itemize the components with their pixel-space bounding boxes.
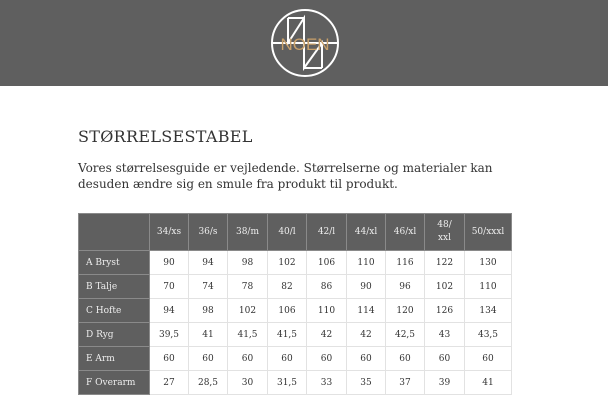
- table-cell: 41,5: [267, 322, 307, 347]
- table-cell: 60: [385, 346, 425, 371]
- table-cell: 106: [306, 250, 347, 275]
- column-header: 46/xl: [385, 213, 425, 251]
- table-cell: 39,5: [149, 322, 189, 347]
- table-cell: 110: [306, 298, 347, 323]
- table-cell: 27: [149, 370, 189, 395]
- table-cell: 96: [385, 274, 425, 299]
- row-label: A Bryst: [78, 250, 150, 275]
- table-cell: 42: [306, 322, 347, 347]
- table-cell: 86: [306, 274, 347, 299]
- table-cell: 116: [385, 250, 425, 275]
- table-cell: 41: [464, 370, 512, 395]
- table-row: C Hofte 94 98 102 106 110 114 120 126 134: [78, 298, 512, 323]
- table-cell: 106: [267, 298, 307, 323]
- table-cell: 43: [424, 322, 465, 347]
- table-cell: 126: [424, 298, 465, 323]
- table-cell: 94: [188, 250, 228, 275]
- row-label: F Overarm: [78, 370, 150, 395]
- noen-logo[interactable]: NOEN: [268, 6, 342, 80]
- table-cell: 37: [385, 370, 425, 395]
- table-cell: 42: [346, 322, 386, 347]
- table-cell: 28,5: [188, 370, 228, 395]
- table-cell: 41: [188, 322, 228, 347]
- column-header: 50/xxxl: [464, 213, 512, 251]
- table-cell: 78: [227, 274, 268, 299]
- table-cell: 33: [306, 370, 347, 395]
- table-cell: 110: [464, 274, 512, 299]
- row-label: C Hofte: [78, 298, 150, 323]
- table-cell: 114: [346, 298, 386, 323]
- table-cell: 60: [188, 346, 228, 371]
- column-header: [78, 213, 150, 251]
- row-label: E Arm: [78, 346, 150, 371]
- table-cell: 60: [306, 346, 347, 371]
- table-cell: 39: [424, 370, 465, 395]
- table-cell: 70: [149, 274, 189, 299]
- table-cell: 110: [346, 250, 386, 275]
- table-row: A Bryst 90 94 98 102 106 110 116 122 130: [78, 250, 512, 275]
- table-cell: 102: [424, 274, 465, 299]
- table-cell: 60: [464, 346, 512, 371]
- table-cell: 60: [424, 346, 465, 371]
- column-header: 38/m: [227, 213, 268, 251]
- site-header: NOEN: [0, 0, 608, 86]
- table-cell: 102: [227, 298, 268, 323]
- table-cell: 90: [346, 274, 386, 299]
- table-cell: 122: [424, 250, 465, 275]
- table-row: F Overarm 27 28,5 30 31,5 33 35 37 39 41: [78, 370, 512, 395]
- row-label: D Ryg: [78, 322, 150, 347]
- table-cell: 41,5: [227, 322, 268, 347]
- column-header: 34/xs: [149, 213, 189, 251]
- table-cell: 98: [227, 250, 268, 275]
- table-cell: 82: [267, 274, 307, 299]
- table-cell: 120: [385, 298, 425, 323]
- table-row: B Talje 70 74 78 82 86 90 96 102 110: [78, 274, 512, 299]
- table-cell: 60: [149, 346, 189, 371]
- column-header: 44/xl: [346, 213, 386, 251]
- table-cell: 102: [267, 250, 307, 275]
- logo-text: NOEN: [280, 35, 329, 54]
- column-header: 42/l: [306, 213, 347, 251]
- intro-text: Vores størrelsesguide er vejledende. Stø…: [78, 161, 493, 191]
- table-cell: 90: [149, 250, 189, 275]
- column-header: 40/l: [267, 213, 307, 251]
- table-cell: 60: [346, 346, 386, 371]
- page-title: STØRRELSESTABEL: [78, 127, 253, 146]
- table-row: D Ryg 39,5 41 41,5 41,5 42 42 42,5 43 43,5: [78, 322, 512, 347]
- table-cell: 60: [267, 346, 307, 371]
- table-cell: 35: [346, 370, 386, 395]
- table-cell: 94: [149, 298, 189, 323]
- table-cell: 74: [188, 274, 228, 299]
- table-cell: 42,5: [385, 322, 425, 347]
- table-header-row: 34/xs 36/s 38/m 40/l 42/l 44/xl 46/xl 48/xxl 50/…: [78, 213, 512, 251]
- table-cell: 130: [464, 250, 512, 275]
- table-cell: 98: [188, 298, 228, 323]
- table-cell: 30: [227, 370, 268, 395]
- size-table: 34/xs 36/s 38/m 40/l 42/l 44/xl 46/xl 48/xxl 50/…: [78, 213, 512, 395]
- table-cell: 60: [227, 346, 268, 371]
- row-label: B Talje: [78, 274, 150, 299]
- column-header: 36/s: [188, 213, 228, 251]
- table-row: E Arm 60 60 60 60 60 60 60 60 60: [78, 346, 512, 371]
- table-cell: 134: [464, 298, 512, 323]
- table-cell: 43,5: [464, 322, 512, 347]
- table-cell: 31,5: [267, 370, 307, 395]
- column-header: 48/xxl: [424, 213, 465, 251]
